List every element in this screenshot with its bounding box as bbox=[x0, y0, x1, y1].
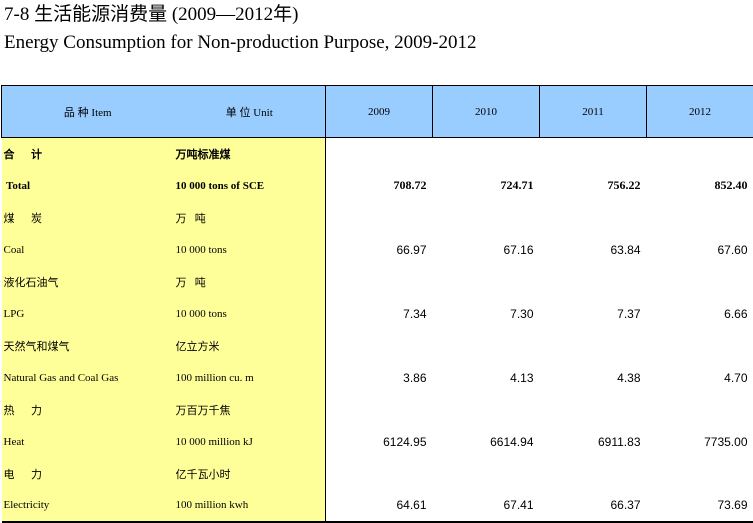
row-value-2009: 6124.95 bbox=[383, 434, 427, 449]
row-unit: 亿立方米 bbox=[173, 329, 326, 362]
row-unit: 10 000 tons bbox=[173, 233, 326, 266]
row-item-name: 热 力 bbox=[1, 393, 174, 426]
row-value-2012: 4.70 bbox=[724, 370, 748, 385]
row-value-2009: 66.97 bbox=[396, 242, 427, 257]
row-value-2012 bbox=[647, 458, 753, 490]
row-value-2012: 73.69 bbox=[646, 489, 753, 523]
row-value-2010: 724.71 bbox=[500, 178, 534, 192]
header-year-2012: 2012 bbox=[646, 85, 753, 138]
row-value-2011 bbox=[540, 394, 647, 426]
header-item: 品 种 Item bbox=[1, 85, 174, 138]
row-value-2011: 63.84 bbox=[610, 242, 641, 257]
row-value-2010: 4.13 bbox=[510, 370, 534, 385]
header-year-2009: 2009 bbox=[325, 85, 433, 138]
row-unit: 万 吨 bbox=[173, 201, 326, 234]
table-header-row: 品 种 Item 单 位 Unit 2009 2010 2011 2012 bbox=[1, 85, 753, 138]
row-value-2011: 7.37 bbox=[617, 306, 641, 321]
table-row: 热 力万百万千焦 bbox=[1, 393, 753, 426]
table-row: 煤 炭万 吨 bbox=[1, 201, 753, 234]
row-value-2011 bbox=[540, 266, 647, 298]
row-item-name: Electricity bbox=[1, 489, 174, 523]
row-item-name: Total bbox=[1, 169, 174, 202]
row-value-2009: 708.72 bbox=[393, 178, 427, 192]
header-year-2010: 2010 bbox=[432, 85, 540, 138]
row-item-name: 电 力 bbox=[1, 457, 174, 490]
row-value-2010: 67.16 bbox=[503, 242, 534, 257]
table-row: Electricity 100 million kwh 64.61 67.41 66.3… bbox=[1, 489, 753, 523]
row-unit: 万 吨 bbox=[173, 265, 326, 298]
row-value-2012: 7735.00 bbox=[704, 434, 748, 449]
row-value-2012: 6.66 bbox=[724, 306, 748, 321]
header-unit: 单 位 Unit bbox=[173, 85, 326, 138]
row-value-2009 bbox=[326, 330, 433, 362]
row-unit: 100 million cu. m bbox=[173, 361, 326, 394]
table-row: 电 力亿千瓦小时 bbox=[1, 457, 753, 490]
row-value-2011 bbox=[540, 330, 647, 362]
row-value-2012 bbox=[647, 330, 753, 362]
row-value-2012: 852.40 bbox=[714, 178, 748, 192]
row-value-2010 bbox=[433, 330, 540, 362]
page-title-english: Energy Consumption for Non-production Pu… bbox=[4, 32, 477, 53]
row-item-name: 合 计 bbox=[1, 137, 174, 170]
table-row: LPG 10 000 tons 7.34 7.30 7.37 6.66 bbox=[1, 297, 753, 330]
row-value-2010 bbox=[433, 202, 540, 234]
row-value-2010: 67.41 bbox=[432, 489, 540, 523]
row-value-2010: 6614.94 bbox=[490, 434, 534, 449]
row-value-2010: 7.30 bbox=[510, 306, 534, 321]
row-value-2011 bbox=[540, 138, 647, 170]
table-row: Natural Gas and Coal Gas 100 million cu. … bbox=[1, 361, 753, 394]
table-row: 液化石油气万 吨 bbox=[1, 265, 753, 298]
row-value-2011: 4.38 bbox=[617, 370, 641, 385]
row-item-name: 煤 炭 bbox=[1, 201, 174, 234]
row-item-name: 液化石油气 bbox=[1, 265, 174, 298]
row-value-2011: 66.37 bbox=[539, 489, 647, 523]
row-item-name: Natural Gas and Coal Gas bbox=[1, 361, 174, 394]
row-value-2011: 756.22 bbox=[607, 178, 641, 192]
row-value-2010 bbox=[433, 458, 540, 490]
row-unit: 10 000 million kJ bbox=[173, 425, 326, 458]
row-value-2009: 64.61 bbox=[325, 489, 433, 523]
row-value-2009: 7.34 bbox=[403, 306, 427, 321]
row-value-2012 bbox=[647, 202, 753, 234]
table-row: 天然气和煤气 亿立方米 bbox=[1, 329, 753, 362]
table-row: Coal 10 000 tons 66.97 67.16 63.84 67.60 bbox=[1, 233, 753, 266]
row-value-2009 bbox=[326, 138, 433, 170]
row-value-2009: 3.86 bbox=[403, 370, 427, 385]
row-value-2010 bbox=[433, 266, 540, 298]
row-unit: 10 000 tons bbox=[173, 297, 326, 330]
row-unit: 100 million kwh bbox=[173, 489, 326, 523]
row-value-2011 bbox=[540, 458, 647, 490]
row-unit: 万吨标准煤 bbox=[173, 137, 326, 170]
row-item-name: LPG bbox=[1, 297, 174, 330]
row-value-2009 bbox=[326, 458, 433, 490]
row-value-2011: 6911.83 bbox=[598, 434, 641, 449]
row-value-2009 bbox=[326, 266, 433, 298]
row-unit: 10 000 tons of SCE bbox=[173, 169, 326, 202]
row-item-name: 天然气和煤气 bbox=[1, 329, 174, 362]
row-value-2012: 67.60 bbox=[717, 242, 748, 257]
row-value-2011 bbox=[540, 202, 647, 234]
row-item-name: Coal bbox=[1, 233, 174, 266]
row-unit: 亿千瓦小时 bbox=[173, 457, 326, 490]
row-item-name: Heat bbox=[1, 425, 174, 458]
table-row: Heat 10 000 million kJ 6124.95 6614.94 6911.… bbox=[1, 425, 753, 458]
row-unit: 万百万千焦 bbox=[173, 393, 326, 426]
row-value-2012 bbox=[647, 138, 753, 170]
page-title-chinese: 7-8 生活能源消费量 (2009—2012年) bbox=[4, 4, 299, 25]
table-row: Total 10 000 tons of SCE 708.72 724.71 756.2… bbox=[1, 169, 753, 202]
row-value-2010 bbox=[433, 394, 540, 426]
header-year-2011: 2011 bbox=[539, 85, 647, 138]
row-value-2010 bbox=[433, 138, 540, 170]
energy-consumption-table: 品 种 Item 单 位 Unit 2009 2010 2011 2012 合 … bbox=[1, 85, 753, 523]
table-row: 合 计万吨标准煤 bbox=[1, 137, 753, 170]
row-value-2012 bbox=[647, 394, 753, 426]
row-value-2012 bbox=[647, 266, 753, 298]
row-value-2009 bbox=[326, 202, 433, 234]
row-value-2009 bbox=[326, 394, 433, 426]
